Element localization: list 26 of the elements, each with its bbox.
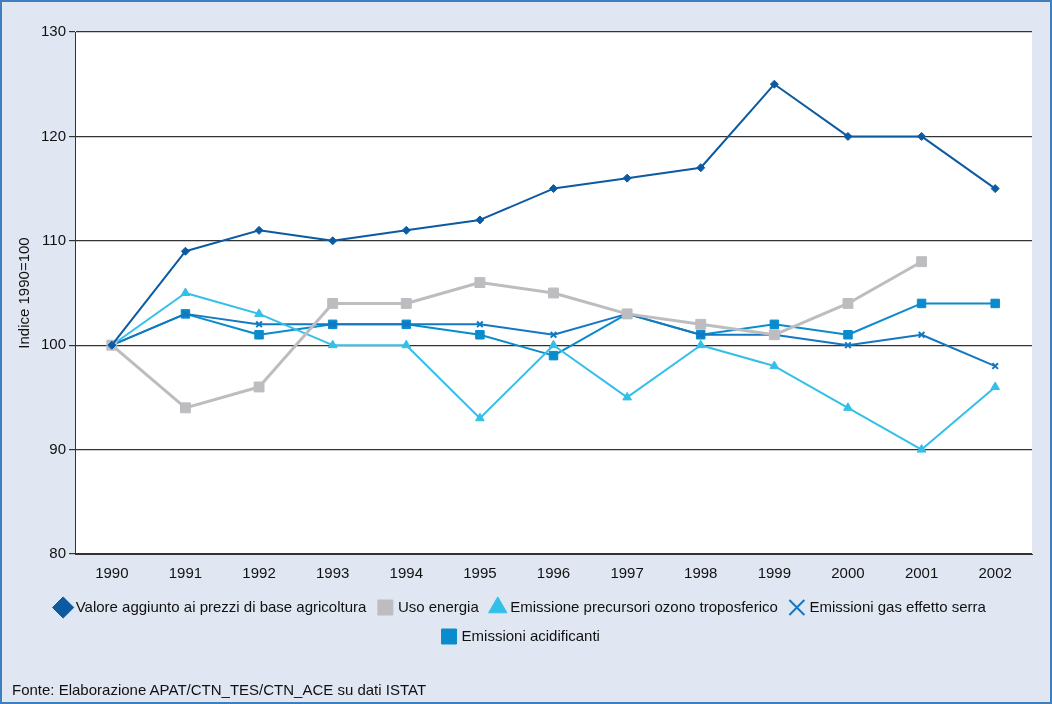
x-tick-label: 2000	[831, 564, 865, 582]
y-tick-label: 100	[41, 335, 67, 353]
x-tick-label: 1998	[684, 564, 718, 582]
legend-label: Uso energia	[397, 597, 480, 615]
x-tick-label: 2001	[904, 564, 939, 582]
legend-label: Valore aggiunto ai prezzi di base agricoltura	[75, 597, 368, 615]
x-tick-label: 1996	[536, 564, 571, 582]
y-tick-label: 110	[42, 230, 67, 248]
x-tick-label: 1999	[757, 564, 792, 582]
y-axis-title: Indice 1990=100	[15, 237, 33, 349]
x-tick-label: 1994	[389, 564, 423, 582]
x-tick-label: 1993	[315, 564, 350, 582]
x-tick-label: 1991	[168, 564, 203, 582]
source-note: Fonte: Elaborazione APAT/CTN_TES/CTN_ACE su dati ISTAT	[12, 681, 427, 698]
y-tick-label: 120	[41, 126, 67, 144]
x-tick-label: 1997	[610, 564, 644, 582]
y-tick-label: 80	[49, 544, 67, 562]
x-tick-label: 1990	[95, 564, 129, 582]
y-tick-label: 90	[49, 439, 67, 457]
x-tick-label: 1992	[242, 564, 276, 582]
y-tick-label: 130	[41, 22, 67, 40]
legend-label: Emissione precursori ozono troposferico	[510, 597, 778, 615]
legend-label: Emissioni gas effetto serra	[809, 597, 987, 615]
x-tick-label: 2002	[978, 564, 1012, 582]
legend-label: Emissioni acidificanti	[461, 626, 600, 644]
x-tick-label: 1995	[463, 564, 497, 582]
